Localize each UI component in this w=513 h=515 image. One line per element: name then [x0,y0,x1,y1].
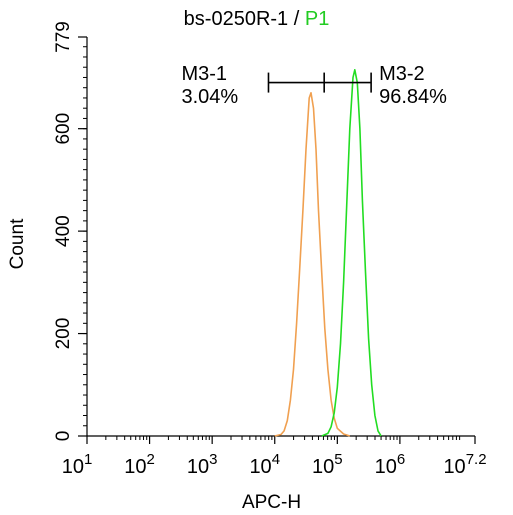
x-axis-label: APC-H [241,492,302,513]
x-tick-label: 107.2 [443,451,486,478]
gate-percent: 3.04% [181,85,239,108]
y-tick-label: 400 [53,215,74,247]
histogram-series-line [274,92,351,437]
y-tick-label: 0 [53,431,74,442]
title-text: bs-0250R-1 [183,8,289,30]
gate-name: M3-2 [379,62,425,85]
histogram-series-line [321,69,382,437]
title-separator: / [288,8,305,30]
gate-label-m3-1: M3-1 3.04% [181,63,238,109]
gate-label-m3-2: M3-2 96.84% [379,63,447,109]
x-tick-label: 104 [249,451,280,478]
x-tick-label: 102 [124,451,155,478]
x-tick-label: 101 [62,451,93,478]
y-tick-label: 600 [53,113,74,145]
title-gate-name: P1 [304,8,330,30]
x-tick-label: 103 [187,451,218,478]
x-tick-label: 106 [375,451,406,478]
y-tick-label: 779 [53,21,74,53]
chart-title: bs-0250R-1 / P1 [0,8,513,31]
y-tick-label: 200 [53,318,74,350]
gate-name: M3-1 [181,62,228,85]
gate-percent: 96.84% [379,85,447,108]
x-tick-label: 105 [312,451,343,478]
